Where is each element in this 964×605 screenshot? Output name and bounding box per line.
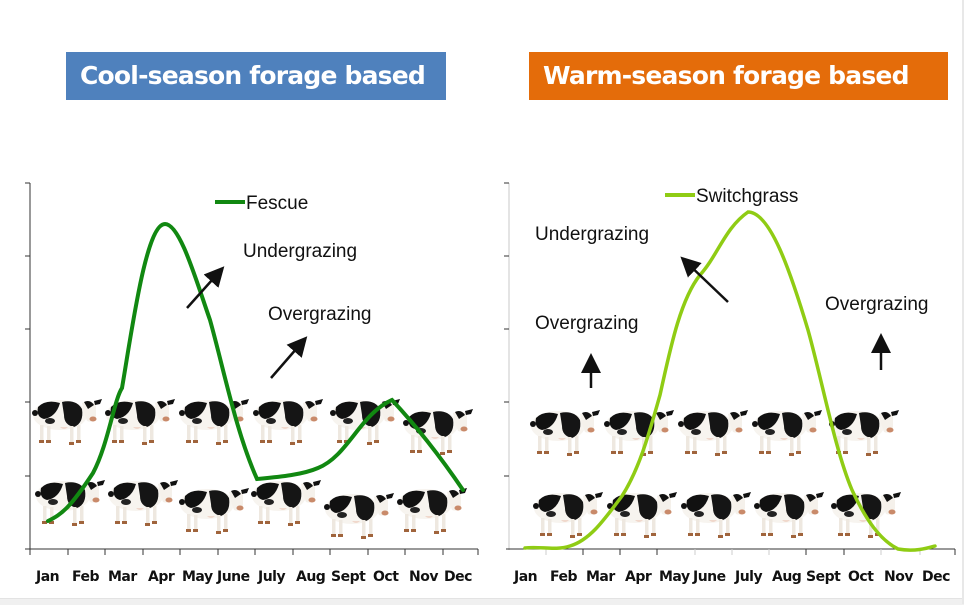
cow-icon — [108, 480, 178, 526]
left-cow-row-2 — [35, 480, 467, 539]
svg-text:July: July — [257, 569, 285, 585]
svg-text:Aug: Aug — [296, 569, 325, 585]
svg-text:June: June — [692, 569, 726, 585]
cow-icon — [678, 410, 748, 456]
left-legend: Fescue — [215, 193, 308, 214]
left-x-axis — [25, 548, 479, 555]
right-overgrazing-left-label: Overgrazing — [535, 313, 639, 334]
left-undergrazing-arrow-icon — [186, 266, 225, 309]
right-undergrazing-arrow-icon — [680, 256, 729, 303]
cow-icon — [32, 399, 102, 445]
cow-icon — [251, 480, 321, 526]
svg-text:Mar: Mar — [108, 569, 137, 585]
left-overgrazing-arrow-icon — [270, 336, 308, 379]
cow-icon — [324, 493, 394, 539]
svg-text:Dec: Dec — [922, 569, 950, 585]
svg-text:Jan: Jan — [513, 569, 537, 585]
fescue-line — [46, 221, 465, 523]
cow-icon — [179, 488, 249, 534]
left-y-axis — [25, 182, 31, 550]
cow-icon — [681, 492, 751, 538]
left-undergrazing-label: Undergrazing — [243, 241, 357, 262]
svg-text:Oct: Oct — [848, 569, 874, 585]
svg-text:July: July — [734, 569, 762, 585]
bottom-edge — [0, 598, 964, 605]
right-chart: Switchgrass Undergrazing Overgrazing Ove… — [504, 182, 956, 585]
svg-text:Mar: Mar — [586, 569, 615, 585]
svg-text:June: June — [216, 569, 250, 585]
right-month-labels: Jan Feb Mar Apr May June July Aug Sept O… — [513, 569, 951, 585]
cow-icon — [754, 492, 824, 538]
cow-icon — [530, 410, 600, 456]
cow-icon — [397, 488, 467, 534]
svg-text:Sept: Sept — [331, 569, 366, 585]
cow-icon — [604, 410, 674, 456]
switchgrass-line — [523, 210, 937, 552]
svg-text:Jan: Jan — [35, 569, 59, 585]
switchgrass-legend-label: Switchgrass — [696, 186, 798, 207]
left-cow-row-1 — [32, 399, 473, 455]
svg-text:Feb: Feb — [72, 569, 99, 585]
left-overgrazing-label: Overgrazing — [268, 304, 372, 325]
right-x-axis — [506, 548, 956, 555]
svg-text:Sept: Sept — [806, 569, 841, 585]
left-chart: Fescue Undergrazing Overgrazing Jan Feb … — [25, 182, 479, 585]
right-edge — [962, 0, 964, 604]
svg-text:Aug: Aug — [772, 569, 801, 585]
left-month-labels: Jan Feb Mar Apr May June July Aug Sept O… — [35, 569, 473, 585]
right-cow-row-2 — [533, 492, 901, 538]
title-warm-season: Warm-season forage based — [529, 52, 948, 100]
cow-icon — [752, 410, 822, 456]
title-cool-season: Cool-season forage based — [66, 52, 446, 100]
svg-text:Feb: Feb — [550, 569, 577, 585]
svg-text:Nov: Nov — [884, 569, 913, 585]
cow-icon — [403, 409, 473, 455]
right-legend: Switchgrass — [665, 186, 798, 207]
cow-icon — [253, 399, 323, 445]
svg-text:May: May — [659, 569, 690, 585]
svg-text:May: May — [182, 569, 213, 585]
right-y-axis — [504, 182, 510, 550]
right-undergrazing-label: Undergrazing — [535, 224, 649, 245]
right-cow-row-1 — [530, 410, 899, 456]
svg-text:Dec: Dec — [444, 569, 472, 585]
svg-text:Nov: Nov — [409, 569, 438, 585]
svg-text:Oct: Oct — [373, 569, 399, 585]
fescue-legend-label: Fescue — [246, 193, 308, 214]
svg-text:Apr: Apr — [625, 569, 652, 585]
right-overgrazing-right-label: Overgrazing — [825, 294, 929, 315]
svg-text:Apr: Apr — [148, 569, 175, 585]
cow-icon — [607, 492, 677, 538]
